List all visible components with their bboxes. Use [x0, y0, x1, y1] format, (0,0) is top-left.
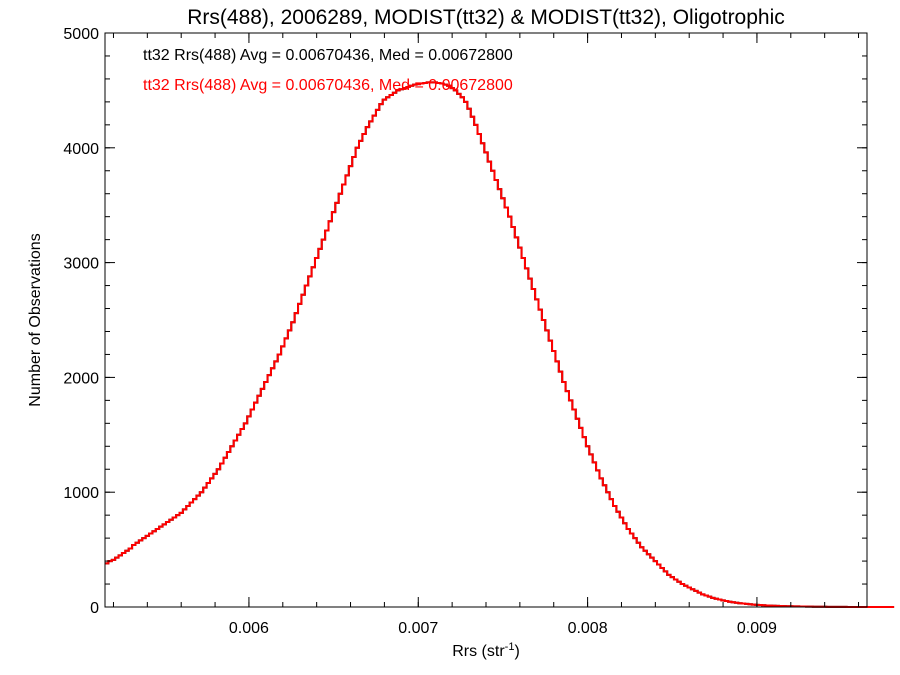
y-tick-label: 1000 [63, 485, 99, 502]
x-tick-label: 0.009 [737, 620, 777, 637]
x-tick-label: 0.007 [398, 620, 438, 637]
x-axis-label-main: Rrs (str [452, 643, 505, 660]
annotation-red: tt32 Rrs(488) Avg = 0.00670436, Med = 0.… [143, 77, 513, 94]
y-tick-label: 0 [90, 600, 99, 617]
axes: 0.006 0.007 0.008 0.009 0 1000 2000 3000 4000 500… [63, 26, 867, 637]
chart-title: Rrs(488), 2006289, MODIST(tt32) & MODIST… [187, 6, 785, 29]
y-axis-label: Number of Observations [27, 233, 44, 406]
x-tick-label: 0.008 [568, 620, 608, 637]
plot-area [105, 81, 895, 608]
x-axis-label: Rrs (str-1) [452, 641, 520, 660]
x-axis-label-superscript: -1 [505, 641, 515, 653]
y-tick-label: 4000 [63, 141, 99, 158]
y-tick-label: 2000 [63, 370, 99, 387]
x-tick-label: 0.006 [229, 620, 269, 637]
y-tick-label: 3000 [63, 256, 99, 273]
annotation-black: tt32 Rrs(488) Avg = 0.00670436, Med = 0.… [143, 47, 513, 64]
x-axis-label-close: ) [514, 643, 519, 660]
histogram-series-2 [105, 81, 895, 608]
y-tick-label: 5000 [63, 26, 99, 43]
